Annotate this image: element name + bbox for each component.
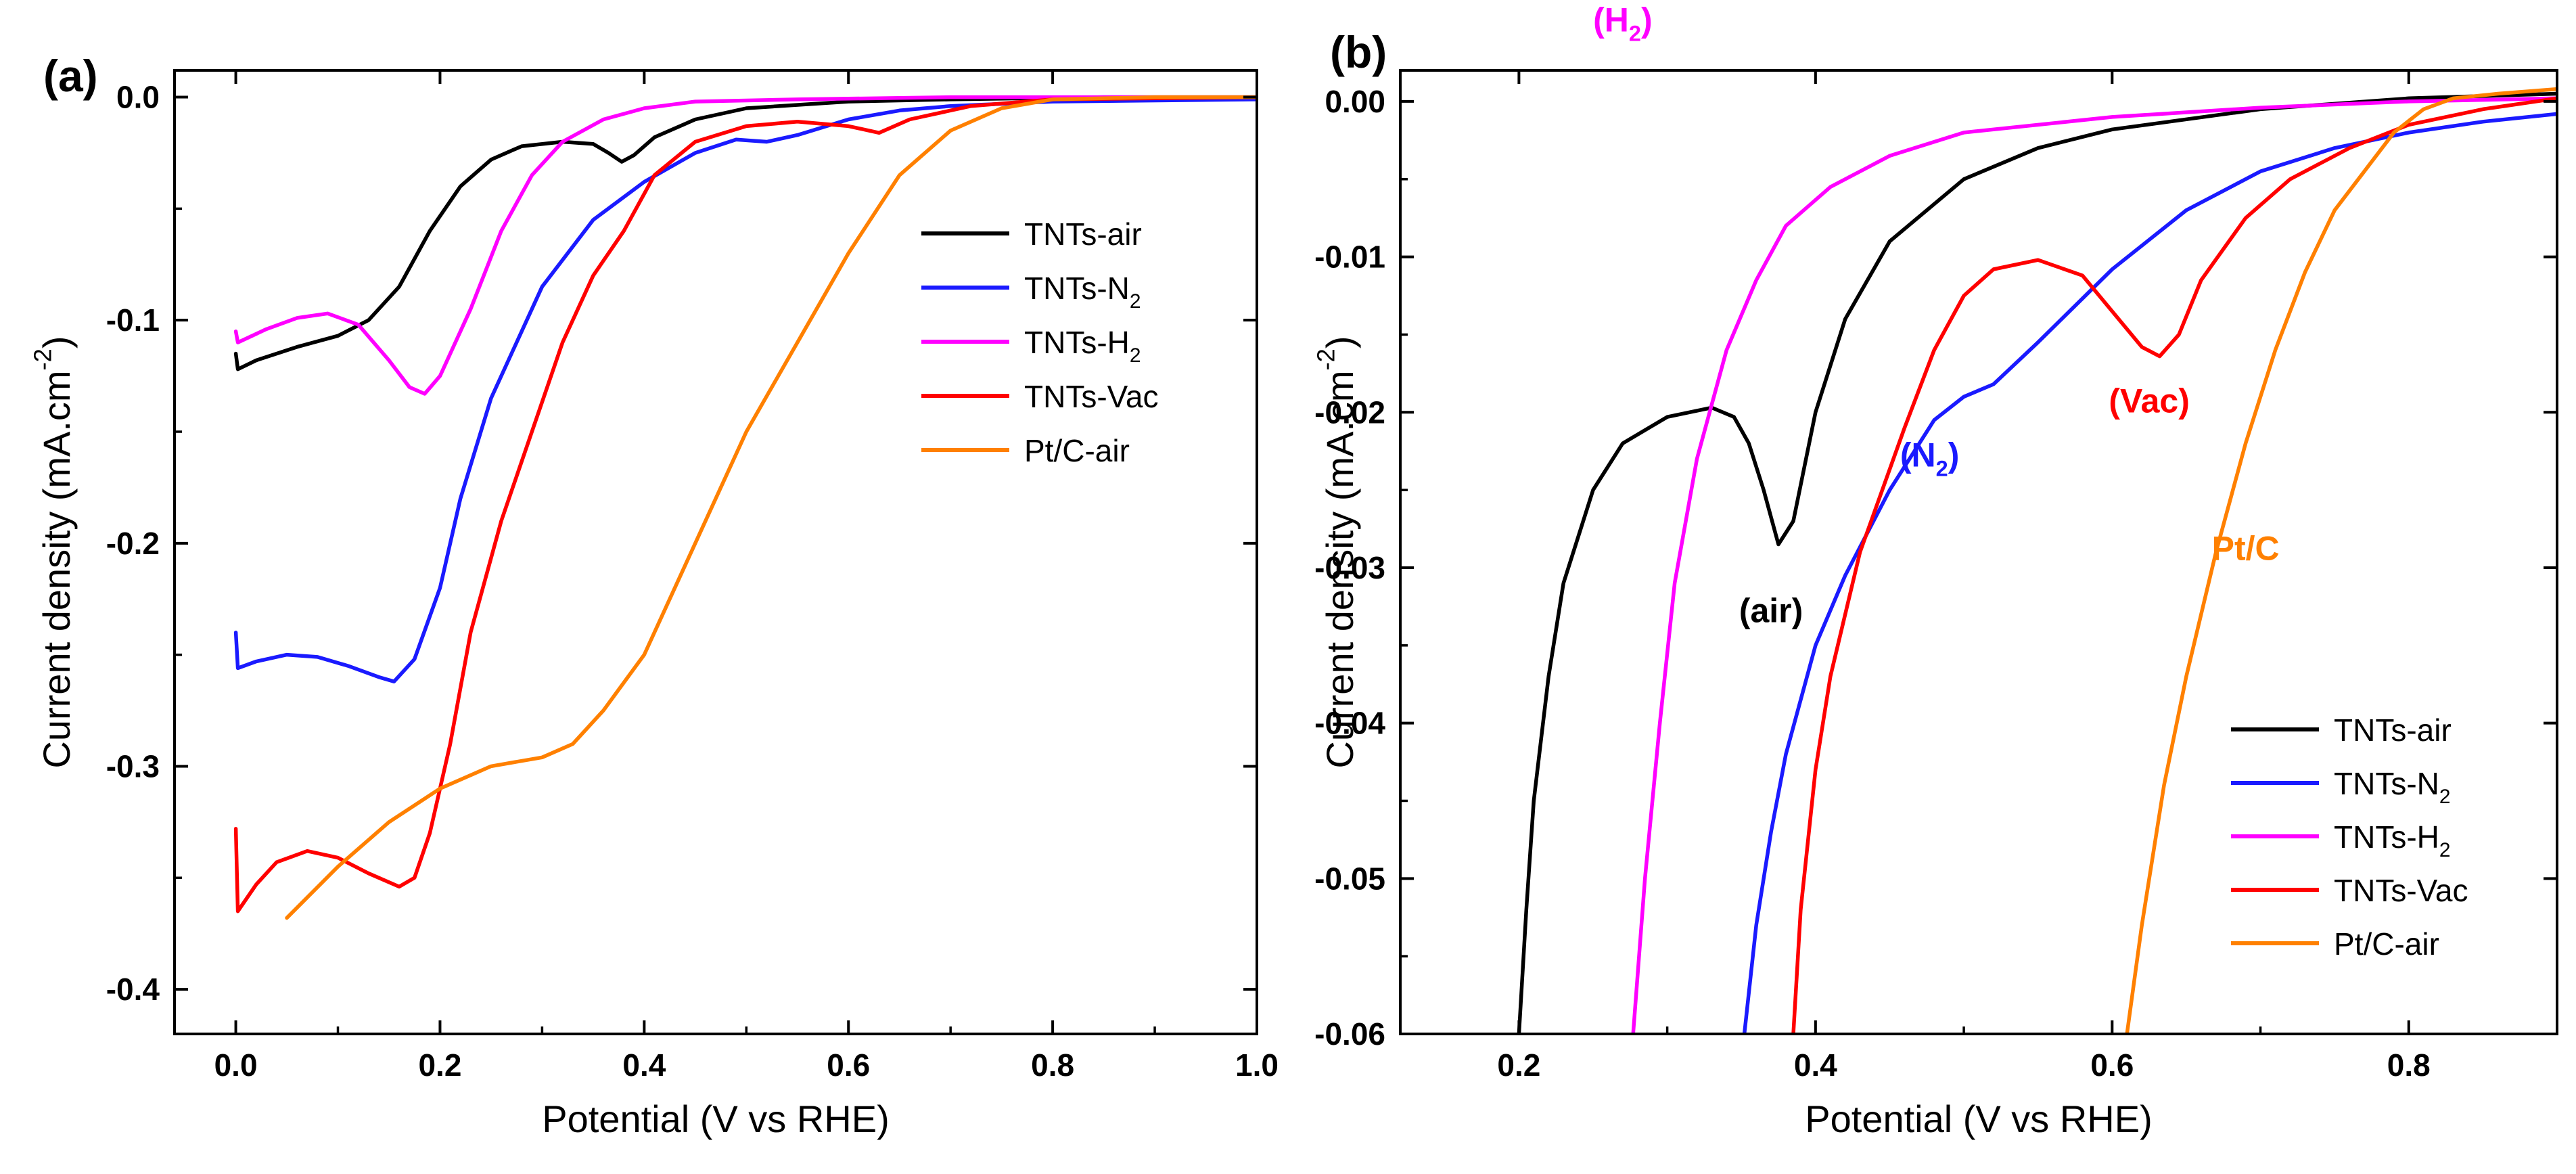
- plot-frame: [173, 69, 1258, 1035]
- legend-label-part-0: TNTs-Vac: [1024, 379, 1159, 414]
- series-line-tnts-vac: [233, 95, 1257, 913]
- y-axis-label: Current density (mA.cm-2): [28, 336, 78, 768]
- legend-label-part-0: TNTs-air: [2334, 713, 2452, 748]
- legend-label-part-0: Pt/C-air: [2334, 926, 2439, 962]
- x-tick-label: 1.0: [1235, 1047, 1279, 1083]
- annotation-label-part-1: 2: [1936, 457, 1948, 481]
- y-tick-label: -0.06: [1314, 1016, 1385, 1052]
- plot-frame: [1399, 69, 2558, 1035]
- legend-label-part-0: TNTs-N: [2334, 766, 2439, 801]
- legend-label-part-1: 2: [1130, 344, 1141, 367]
- y-tick-label: 0.0: [116, 80, 160, 115]
- panel-a: 0.0 0.2 0.4 0.6 0.8 1.0 0.0 -0.1 -0.2 -0.3 -0.4 Pot…: [28, 51, 1279, 1140]
- annotation-label: (Vac): [2109, 382, 2190, 420]
- x-axis-label: Potential (V vs RHE): [1805, 1098, 2153, 1140]
- series-line-tnts-n2: [233, 97, 1257, 683]
- y-tick-label: 0.00: [1325, 84, 1385, 119]
- annotation-label-part-2: ): [1948, 436, 1960, 474]
- y-tick-label: -0.02: [1314, 394, 1385, 430]
- annotation-label: (N2): [1900, 436, 1960, 481]
- series-line-tnts-h2: [233, 95, 1257, 396]
- annotation-label-part-0: (Vac): [2109, 382, 2190, 420]
- legend-label-part-0: TNTs-air: [1024, 217, 1142, 252]
- y-tick-label: -0.01: [1314, 240, 1385, 275]
- legend-label-part-1: 2: [2439, 786, 2451, 808]
- y-tick-label: -0.03: [1314, 550, 1385, 585]
- legend-label: TNTs-air: [2334, 713, 2452, 748]
- legend-label: TNTs-N2: [2334, 766, 2450, 808]
- y-axis-label-part-2: ): [1318, 336, 1361, 348]
- annotation-label-part-0: (H: [1593, 1, 1629, 39]
- series-line-tnts-vac: [1791, 96, 2557, 1034]
- legend-label-part-1: 2: [1130, 290, 1141, 313]
- annotation-label-part-0: Pt/C: [2212, 529, 2280, 567]
- x-tick-label: 0.8: [2387, 1047, 2431, 1083]
- y-axis-label-part-0: Current density (mA.cm: [1318, 370, 1361, 768]
- legend-label-part-0: TNTs-H: [1024, 325, 1130, 360]
- x-tick-label: 0.2: [1497, 1047, 1540, 1083]
- series-group: [233, 95, 1257, 920]
- y-axis-label-part-1: -2: [1312, 348, 1339, 370]
- y-tick-label: -0.1: [106, 302, 160, 338]
- legend-label: TNTs-H2: [1024, 325, 1141, 367]
- legend-label-part-1: 2: [2439, 839, 2451, 861]
- panel-label: (b): [1330, 27, 1387, 77]
- y-axis-label-part-0: Current density (mA.cm: [35, 370, 78, 768]
- annotation-label: (H2): [1593, 1, 1653, 46]
- annotation-label-part-2: ): [1641, 1, 1653, 39]
- series-line-tnts-air: [1517, 91, 2557, 1034]
- annotation-label-part-0: (air): [1739, 591, 1803, 629]
- series-line-tnts-n2: [1742, 112, 2557, 1034]
- annotation-label: Pt/C: [2212, 529, 2280, 567]
- y-tick-label: -0.2: [106, 526, 160, 561]
- x-tick-label: 0.8: [1031, 1047, 1074, 1083]
- legend-label-part-0: TNTs-N: [1024, 271, 1130, 306]
- y-tick-label: -0.3: [106, 748, 160, 784]
- x-axis-label: Potential (V vs RHE): [542, 1098, 890, 1140]
- annotation-label: (air): [1739, 591, 1803, 629]
- x-tick-label: 0.0: [214, 1047, 258, 1083]
- legend-label-part-0: TNTs-H: [2334, 819, 2439, 855]
- x-tick-label: 0.4: [622, 1047, 666, 1083]
- y-axis-label: Current density (mA.cm-2): [1312, 336, 1361, 768]
- annotation-label-part-1: 2: [1629, 22, 1641, 46]
- legend-label: TNTs-Vac: [2334, 873, 2468, 908]
- y-tick-label: -0.4: [106, 972, 160, 1007]
- legend-label-part-0: TNTs-Vac: [2334, 873, 2468, 908]
- series-line-pt-c-air: [285, 95, 1257, 920]
- y-tick-label: -0.05: [1314, 861, 1385, 896]
- legend-label: Pt/C-air: [1024, 433, 1130, 468]
- legend-label: TNTs-H2: [2334, 819, 2450, 861]
- x-tick-label: 0.2: [418, 1047, 461, 1083]
- annotation-label-part-0: (N: [1900, 436, 1936, 474]
- x-tick-label: 0.6: [2090, 1047, 2134, 1083]
- legend-label-part-0: Pt/C-air: [1024, 433, 1130, 468]
- series-line-pt-c-air: [2125, 87, 2557, 1034]
- series-line-tnts-h2: [1631, 96, 2557, 1034]
- x-tick-label: 0.4: [1794, 1047, 1837, 1083]
- y-axis-label-part-1: -2: [28, 348, 56, 370]
- legend-label: Pt/C-air: [2334, 926, 2439, 962]
- y-axis-label-part-2: ): [35, 336, 78, 348]
- legend-label: TNTs-air: [1024, 217, 1142, 252]
- x-tick-label: 0.6: [827, 1047, 870, 1083]
- panel-b: 0.2 0.4 0.6 0.8 0.00 -0.01 -0.02 -0.03 -0.04 -0.0…: [1312, 1, 2558, 1140]
- legend-label: TNTs-Vac: [1024, 379, 1159, 414]
- panel-label: (a): [43, 51, 98, 101]
- legend-label: TNTs-N2: [1024, 271, 1141, 313]
- series-group: [1517, 87, 2557, 1034]
- y-tick-label: -0.04: [1314, 706, 1385, 741]
